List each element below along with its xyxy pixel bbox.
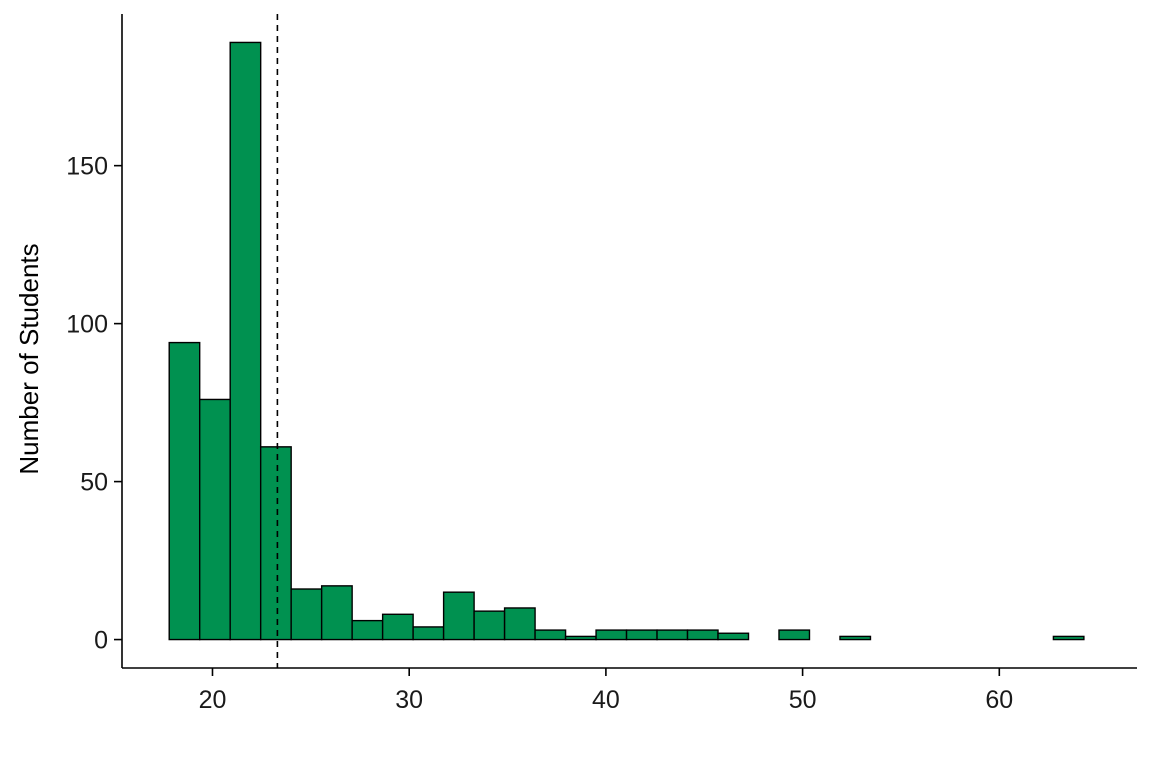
histogram-bar <box>656 629 689 641</box>
histogram-bar <box>290 588 323 641</box>
histogram-bar <box>839 635 872 641</box>
histogram-bar <box>625 629 658 641</box>
histogram-bar <box>351 619 384 641</box>
x-axis-ticks: 20 30 40 50 60 <box>199 668 1013 714</box>
y-tick-label: 50 <box>80 469 108 497</box>
histogram-bar <box>1052 635 1085 641</box>
x-tick-label: 40 <box>592 686 620 714</box>
histogram-bar <box>717 632 750 641</box>
y-tick-label: 100 <box>66 311 108 339</box>
x-tick-label: 50 <box>789 686 817 714</box>
histogram-bar <box>473 610 506 641</box>
histogram-bar <box>229 41 262 641</box>
x-tick-label: 30 <box>395 686 423 714</box>
y-tick-label: 150 <box>66 153 108 181</box>
histogram-bar <box>778 629 811 641</box>
histogram-bar <box>198 398 231 641</box>
bars-layer <box>168 41 1085 641</box>
histogram-bar <box>595 629 628 641</box>
histogram-bar <box>320 585 353 641</box>
histogram-bar <box>381 613 414 641</box>
histogram-bar <box>442 591 475 641</box>
histogram-bar <box>412 626 445 641</box>
histogram-bar <box>564 635 597 641</box>
histogram-bar <box>168 341 201 641</box>
histogram-bar <box>534 629 567 641</box>
y-axis-ticks: 0 50 100 150 <box>66 153 122 655</box>
y-tick-label: 0 <box>94 627 108 655</box>
x-tick-label: 60 <box>985 686 1013 714</box>
histogram-bar <box>686 629 719 641</box>
x-tick-label: 20 <box>199 686 227 714</box>
histogram-bar <box>503 607 536 641</box>
y-axis-title: Number of Students <box>14 243 44 474</box>
histogram-bar <box>259 446 292 641</box>
